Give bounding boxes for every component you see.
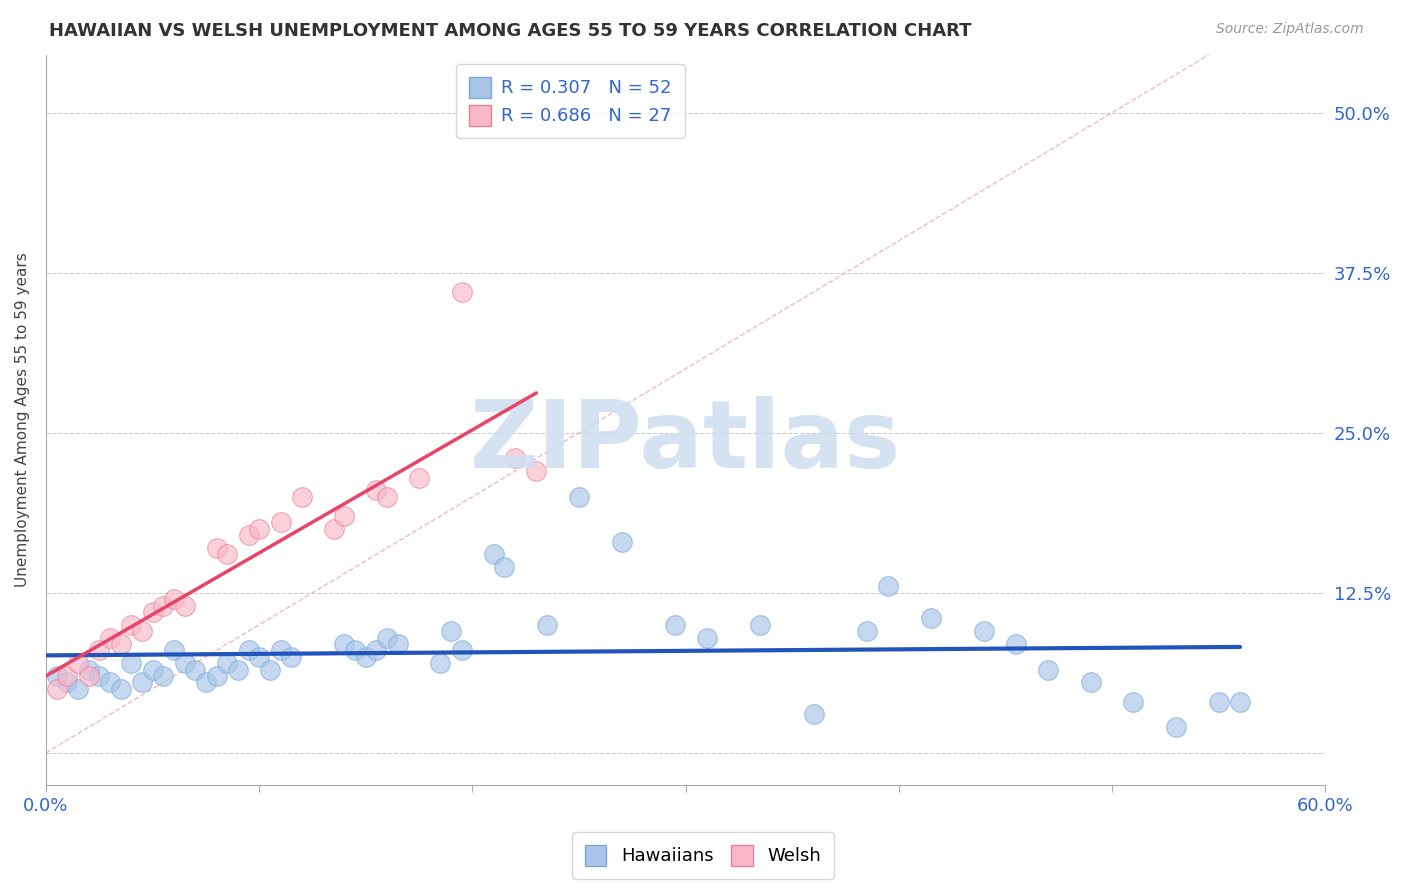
Point <box>131 624 153 639</box>
Point <box>66 681 89 696</box>
Point <box>696 631 718 645</box>
Point <box>173 656 195 670</box>
Point <box>194 675 217 690</box>
Point <box>77 669 100 683</box>
Point <box>366 643 388 657</box>
Point <box>524 464 547 478</box>
Point <box>77 663 100 677</box>
Point <box>173 599 195 613</box>
Legend: Hawaiians, Welsh: Hawaiians, Welsh <box>572 832 834 879</box>
Point <box>131 675 153 690</box>
Point <box>98 675 121 690</box>
Point <box>408 470 430 484</box>
Point <box>1036 663 1059 677</box>
Point <box>66 656 89 670</box>
Point <box>1164 720 1187 734</box>
Point <box>238 643 260 657</box>
Point <box>1208 694 1230 708</box>
Point <box>803 707 825 722</box>
Point <box>664 617 686 632</box>
Point <box>482 547 505 561</box>
Point <box>494 560 516 574</box>
Point <box>205 541 228 555</box>
Point <box>163 592 186 607</box>
Point <box>270 643 292 657</box>
Point <box>270 516 292 530</box>
Point <box>259 663 281 677</box>
Point <box>856 624 879 639</box>
Point <box>110 637 132 651</box>
Point <box>877 579 900 593</box>
Point <box>280 649 302 664</box>
Text: HAWAIIAN VS WELSH UNEMPLOYMENT AMONG AGES 55 TO 59 YEARS CORRELATION CHART: HAWAIIAN VS WELSH UNEMPLOYMENT AMONG AGE… <box>49 22 972 40</box>
Point <box>163 643 186 657</box>
Point <box>89 669 111 683</box>
Point <box>429 656 451 670</box>
Point <box>98 631 121 645</box>
Point <box>120 617 142 632</box>
Legend: R = 0.307   N = 52, R = 0.686   N = 27: R = 0.307 N = 52, R = 0.686 N = 27 <box>457 64 685 138</box>
Point <box>387 637 409 651</box>
Point <box>45 681 67 696</box>
Point <box>152 669 174 683</box>
Point <box>142 663 165 677</box>
Point <box>375 631 398 645</box>
Point <box>45 669 67 683</box>
Point <box>749 617 772 632</box>
Point <box>142 605 165 619</box>
Point <box>450 285 472 299</box>
Point <box>120 656 142 670</box>
Text: Source: ZipAtlas.com: Source: ZipAtlas.com <box>1216 22 1364 37</box>
Point <box>354 649 377 664</box>
Point <box>536 617 558 632</box>
Point <box>568 490 591 504</box>
Point <box>110 681 132 696</box>
Point <box>291 490 314 504</box>
Point <box>1229 694 1251 708</box>
Y-axis label: Unemployment Among Ages 55 to 59 years: Unemployment Among Ages 55 to 59 years <box>15 252 30 587</box>
Point <box>610 534 633 549</box>
Point <box>238 528 260 542</box>
Point <box>333 508 356 523</box>
Point <box>226 663 249 677</box>
Point <box>333 637 356 651</box>
Point <box>375 490 398 504</box>
Point <box>322 522 344 536</box>
Point <box>247 649 270 664</box>
Point <box>503 451 526 466</box>
Point <box>184 663 207 677</box>
Point <box>973 624 995 639</box>
Point <box>205 669 228 683</box>
Point <box>450 643 472 657</box>
Point <box>152 599 174 613</box>
Point <box>217 547 239 561</box>
Point <box>920 611 942 625</box>
Point <box>56 675 79 690</box>
Point <box>440 624 463 639</box>
Point <box>89 643 111 657</box>
Point <box>366 483 388 498</box>
Point <box>1080 675 1102 690</box>
Point <box>247 522 270 536</box>
Point <box>56 669 79 683</box>
Point <box>344 643 367 657</box>
Point <box>1005 637 1028 651</box>
Point <box>1122 694 1144 708</box>
Text: ZIPatlas: ZIPatlas <box>470 396 901 488</box>
Point <box>217 656 239 670</box>
